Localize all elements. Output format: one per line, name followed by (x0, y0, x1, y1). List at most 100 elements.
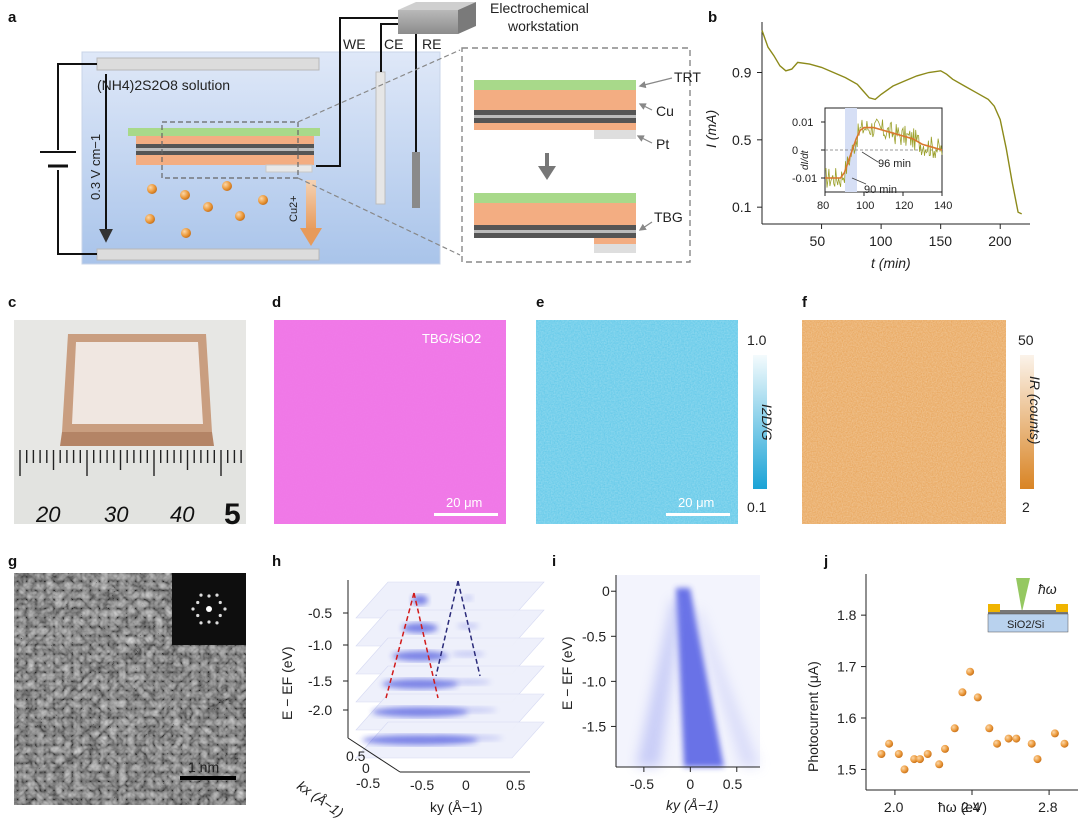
j-data-point (1012, 734, 1021, 743)
arpes-slice-replica (457, 623, 479, 629)
graphene-layer-1 (136, 144, 314, 148)
j-data-point (894, 750, 903, 758)
pt-layer (594, 244, 636, 253)
j-data-point (1027, 739, 1036, 748)
b-x-tick-label: 200 (988, 233, 1012, 249)
f-colorbar-label: IR (counts) (1027, 376, 1043, 444)
ruler-number-20: 20 (35, 502, 61, 527)
b-x-tick-label: 100 (869, 233, 893, 249)
fft-spot (207, 594, 211, 598)
i-y-tick-label: -0.5 (582, 628, 606, 644)
fft-spot (196, 613, 200, 618)
arpes-band-replica (694, 610, 760, 767)
arpes-slice (355, 721, 545, 759)
light-beam-icon (1016, 578, 1030, 612)
j-data-point (877, 750, 886, 758)
counter-electrode-rod (375, 71, 386, 205)
optical-texture-d (274, 320, 506, 524)
trt-pointer (638, 77, 673, 89)
i-y-tick-label: 0 (602, 583, 610, 599)
electrode-label-ce: CE (384, 36, 403, 52)
arpes-slice-replica (433, 735, 503, 741)
cu-layer (474, 203, 636, 225)
d-sample-label: TBG/SiO2 (422, 331, 481, 346)
graphene-layer-2 (136, 151, 314, 155)
i-x-tick-label: -0.5 (630, 776, 654, 792)
sample-film (72, 342, 203, 424)
j-data-point (1060, 739, 1069, 748)
ion-drift-arrow (306, 180, 316, 230)
stack-before (474, 80, 636, 139)
i-ticks: 0 -0.5 -1.0 -1.5 -0.5 0 0.5 (582, 583, 742, 792)
ion-label: Cu2+ (288, 195, 300, 222)
pt-label: Pt (656, 136, 669, 152)
copper-ion (222, 181, 232, 191)
reflection-texture-f (802, 320, 1006, 524)
j-y-tick-label: 1.6 (837, 710, 857, 726)
device-photon-label: ħω (1038, 581, 1057, 597)
top-electrode (96, 57, 320, 71)
panel-h: h -0.5 -1.0 -1.5 -2.0 E − EF (eV) 0.5 0 -0.… (272, 553, 545, 821)
device-graphene (988, 610, 1068, 614)
h-kx-label: kx (Å−1) (294, 777, 346, 820)
e-colorbar-min: 0.1 (747, 499, 767, 515)
reference-electrode-rod (412, 152, 420, 208)
b-inset-pointer-96 (861, 151, 879, 163)
fft-spot (196, 600, 200, 605)
b-inset: 0.01 0 -0.01 80 100 120 140 dI/dt 96 min 90 mi… (792, 107, 952, 212)
g-scalebar (180, 776, 236, 780)
j-x-label: ħω (eV) (938, 799, 987, 815)
circuit-wire-bottom (57, 170, 97, 255)
workstation-top (398, 2, 476, 10)
graphene-gap (474, 115, 636, 118)
panel-b: b 0.9 0.5 0.1 50 100 150 200 I (mA) t (min) 0.… (703, 9, 1030, 271)
cu-pointer (638, 103, 653, 111)
e-colorbar (753, 355, 767, 489)
h-y-tick-label: -1.0 (308, 637, 332, 653)
h-y-tick-label: -0.5 (308, 605, 332, 621)
device-contact-right (1056, 604, 1068, 612)
b-inset-pointer-90 (851, 177, 867, 185)
copper-ion (180, 190, 190, 200)
panel-label-c: c (8, 294, 16, 311)
b-inset-ticks: 0.01 0 -0.01 80 100 120 140 (792, 117, 952, 212)
arpes-slice (355, 581, 545, 619)
h-y-label: E − EF (eV) (279, 646, 295, 720)
i-x-label: ky (Å−1) (666, 797, 719, 813)
circuit-wire-top (57, 63, 97, 150)
arpes-slice-replica (451, 651, 485, 657)
workstation-label-1: Electrochemical (490, 0, 589, 16)
cu-layer (474, 123, 636, 130)
j-data-point (900, 765, 909, 774)
j-data-point (923, 750, 932, 758)
h-kx-tick-2: -0.5 (356, 775, 380, 791)
bottom-electrode (96, 248, 320, 261)
j-y-tick-label: 1.8 (837, 607, 857, 623)
b-inset-y-tick-label: -0.01 (792, 173, 817, 185)
arpes-slice (355, 637, 545, 675)
b-x-tick-label: 150 (929, 233, 953, 249)
zoom-line-bottom (297, 177, 461, 256)
arpes-slice-intensity (402, 623, 438, 633)
j-y-tick-label: 1.7 (837, 659, 857, 675)
ruler-number-5: 5 (224, 498, 241, 531)
solution-label: (NH4)2S2O8 solution (97, 77, 230, 93)
h-ky-tick-2: 0.5 (506, 777, 526, 793)
j-data-point (966, 667, 975, 676)
pt-electrode (265, 164, 313, 173)
copper-ions (145, 181, 268, 238)
arpes-slice (355, 665, 545, 703)
fft-spot (199, 621, 203, 625)
graphene-layer (474, 225, 636, 230)
d-scalebar-label: 20 μm (446, 495, 482, 510)
panel-label-a: a (8, 9, 17, 26)
trt-layer (474, 80, 636, 90)
tbg-label: TBG (654, 209, 683, 225)
cu-layer (474, 90, 636, 110)
h-kx-tick-1: 0 (362, 760, 370, 776)
trt-label: TRT (674, 69, 701, 85)
e-scalebar (666, 513, 730, 516)
electrode-label-re: RE (422, 36, 441, 52)
tbg-pointer (638, 221, 653, 231)
